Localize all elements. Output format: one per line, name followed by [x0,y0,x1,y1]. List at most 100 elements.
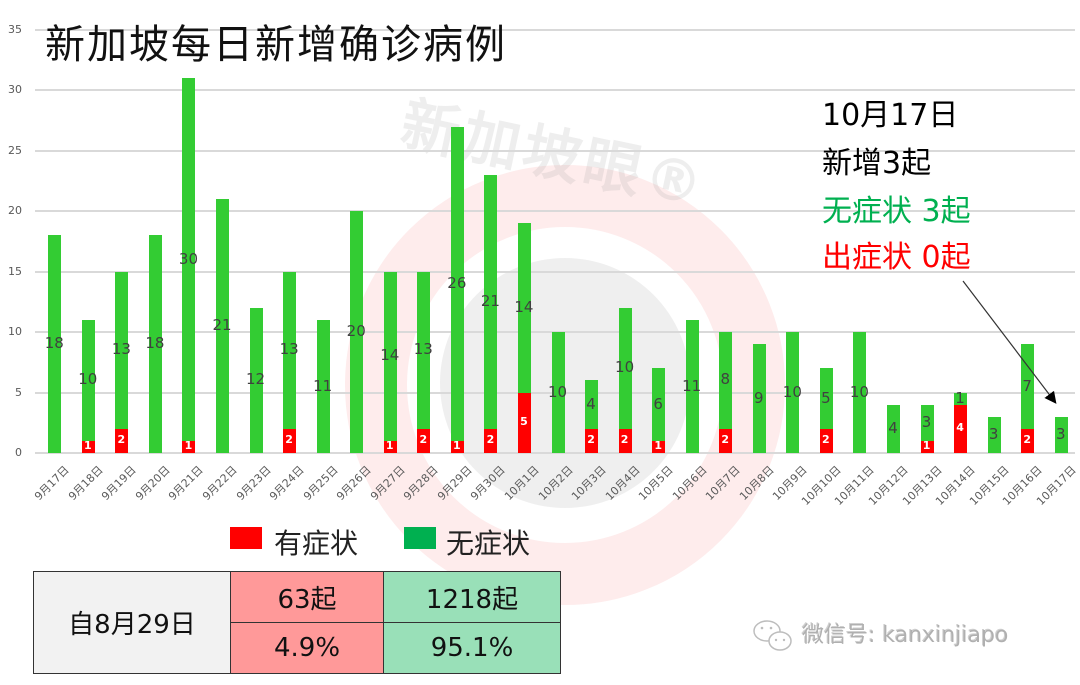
bar-segment-symptomatic [1021,428,1035,453]
bar-segment-symptomatic [585,428,599,453]
bar-value-asymptomatic: 11 [682,376,702,395]
bar-value-symptomatic: 2 [419,432,428,446]
gridline [35,149,1075,152]
bar-value-symptomatic: 1 [184,438,193,452]
annotation-symptomatic: 出症状 0起 [822,240,971,275]
bar-value-symptomatic: 2 [721,432,730,446]
bar-segment-symptomatic [652,440,666,453]
wechat-icon [753,620,792,651]
bar-10月4日: 2 10 [615,0,634,453]
bar-value-symptomatic: 2 [1023,432,1031,446]
bar-9月28日: 2 13 [414,0,433,453]
bar-segment-asymptomatic [585,380,599,429]
bar-segment-asymptomatic [920,404,934,441]
bar-segment-asymptomatic [517,223,531,393]
y-axis-tick: 35 [8,23,22,36]
bar-segment-symptomatic [182,440,196,453]
bar-segment-asymptomatic [148,235,162,453]
bar-10月11日: 010 [850,0,869,455]
bar-value-symptomatic: 1 [385,438,394,452]
bar-segment-asymptomatic [1021,344,1035,429]
legend-label-symptomatic: 有症状 [274,527,359,560]
annotation-asymptomatic: 无症状 3起 [822,194,971,229]
bar-value-asymptomatic: 11 [313,376,333,395]
bar-segment-asymptomatic [81,320,95,441]
bar-value-asymptomatic: 21 [212,316,232,335]
bar-value-asymptomatic: 3 [921,412,932,431]
bar-segment-asymptomatic [115,271,129,429]
bar-value-asymptomatic: 20 [346,322,366,341]
y-axis-tick: 5 [15,385,22,399]
bar-value-asymptomatic: 21 [480,291,500,310]
bar-value-symptomatic: 2 [486,432,495,446]
bar-9月26日: 020 [347,0,366,455]
bar-segment-asymptomatic [316,320,330,453]
bar-value-asymptomatic: 7 [1022,376,1032,395]
bar-value-symptomatic: 1 [654,438,662,452]
bar-value-symptomatic: 1 [922,438,931,452]
bar-segment-asymptomatic [48,235,62,453]
bar-9月29日: 1 26 [447,0,466,453]
bar-value-symptomatic: 2 [620,432,629,446]
bar-9月27日: 1 14 [380,0,399,453]
bar-9月17日: 018 [45,0,64,455]
bar-10月17日: 03 [1054,0,1068,455]
bar-value-asymptomatic: 5 [821,388,831,407]
bar-10月15日: 03 [987,0,1001,455]
bar-9月25日: 011 [313,0,332,455]
y-axis-tick: 15 [8,264,22,278]
gridline [35,452,1075,454]
bar-segment-asymptomatic [685,320,699,453]
gridline [35,270,1075,273]
bar-value-symptomatic: 5 [520,414,528,428]
bar-9月24日: 2 13 [280,0,299,453]
summary-asymptomatic-count: 1218起 [383,571,561,623]
summary-since-label: 自8月29日 [33,571,231,674]
bar-segment-symptomatic [81,440,95,453]
bar-value-asymptomatic: 8 [720,370,730,389]
bar-value-asymptomatic: 10 [547,382,568,401]
bar-segment-asymptomatic [652,368,666,441]
annotation-new-cases: 新增3起 [822,146,932,181]
bar-segment-asymptomatic [551,332,565,453]
bar-value-asymptomatic: 10 [782,382,802,401]
bar-value-symptomatic: 2 [285,432,293,446]
bar-10月6日: 011 [682,0,701,455]
bar-segment-symptomatic [954,404,968,453]
annotation-date: 10月17日 [822,98,959,133]
bar-segment-symptomatic [719,428,733,453]
bar-segment-asymptomatic [182,78,196,441]
bar-value-asymptomatic: 3 [988,424,999,443]
bar-9月19日: 2 13 [112,0,131,453]
bar-value-asymptomatic: 13 [279,340,299,359]
legend-swatch-asymptomatic [404,527,436,549]
bar-value-asymptomatic: 3 [1055,424,1066,443]
bar-9月22日: 021 [212,0,232,455]
gridline [35,210,1075,213]
bar-value-asymptomatic: 6 [653,394,663,413]
bar-segment-symptomatic [920,440,934,453]
y-axis-tick: 0 [15,446,22,459]
bar-value-asymptomatic: 4 [888,418,898,437]
bar-segment-asymptomatic [719,332,733,429]
bar-segment-asymptomatic [484,175,498,429]
bar-10月2日: 010 [548,0,567,455]
bar-10月9日: 010 [783,0,802,455]
bar-segment-asymptomatic [853,332,867,453]
summary-asymptomatic-pct: 95.1% [383,622,561,674]
bar-9月20日: 018 [145,0,164,455]
bar-value-asymptomatic: 10 [615,358,635,377]
bar-segment-asymptomatic [249,307,263,453]
bar-value-symptomatic: 2 [587,432,595,446]
bar-value-asymptomatic: 18 [44,334,64,353]
summary-symptomatic-pct: 4.9% [230,622,384,674]
bar-segment-asymptomatic [819,368,833,429]
bar-segment-asymptomatic [987,416,1001,453]
bar-value-asymptomatic: 4 [586,394,596,413]
bar-value-symptomatic: 4 [956,420,964,434]
bar-segment-asymptomatic [350,211,364,453]
